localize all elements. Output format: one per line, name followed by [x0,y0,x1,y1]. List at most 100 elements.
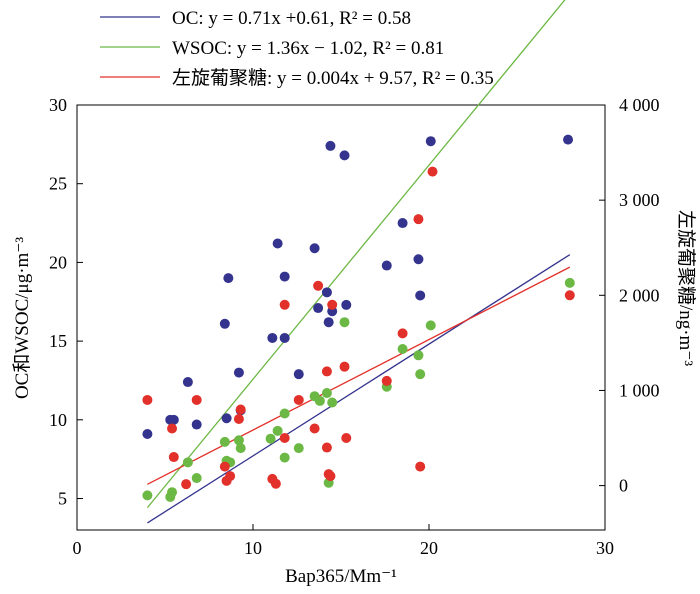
plot-frame [76,104,606,531]
levoglucosan-point [427,166,438,177]
levoglucosan-point [325,471,336,482]
levoglucosan-point [381,375,392,386]
oc-point [233,367,244,378]
oc-point [413,254,424,265]
y-right-axis-title: 左旋葡聚糖/ng·m⁻³ [675,210,697,366]
levoglucosan-point [235,404,246,415]
levoglucosan-point [309,423,320,434]
oc-point [142,428,153,439]
oc-point [309,243,320,254]
wsoc-point [235,443,246,454]
wsoc-point [293,443,304,454]
y-left-tick-label: 5 [58,489,67,509]
oc-point [267,332,278,343]
wsoc-point [339,317,350,328]
y-right-tick-label: 0 [619,476,628,496]
levoglucosan-point [397,328,408,339]
wsoc-point [191,473,202,484]
oc-point [168,414,179,425]
y-left-tick-label: 30 [49,95,67,115]
x-tick-label: 10 [244,538,262,558]
wsoc-point [167,487,178,498]
wsoc-point [327,397,338,408]
wsoc-point [425,320,436,331]
oc-point [182,377,193,388]
levoglucosan-point [327,299,338,310]
wsoc-point [413,350,424,361]
wsoc-point [219,436,230,447]
wsoc-point [279,408,290,419]
oc-point [279,271,290,282]
y-left-tick-label: 25 [49,174,67,194]
wsoc-point [182,457,193,468]
x-tick-label: 20 [420,538,438,558]
legend-levoglucosan-label: 左旋葡聚糖: y = 0.004x + 9.57, R² = 0.35 [172,67,494,89]
oc-point [313,303,324,314]
oc-point [425,136,436,147]
oc-point [223,273,234,284]
y-right-tick-label: 1 000 [619,380,660,400]
wsoc-fit-line [146,0,566,509]
oc-point [381,260,392,271]
legend: OC: y = 0.71x +0.61, R² = 0.58 WSOC: y =… [100,8,494,89]
levoglucosan-point [415,461,426,472]
y-left-tick-label: 15 [49,331,67,351]
levoglucosan-point [279,433,290,444]
oc-point [293,369,304,380]
levoglucosan-point [167,423,178,434]
legend-oc-label: OC: y = 0.71x +0.61, R² = 0.58 [172,8,411,29]
wsoc-point [265,433,276,444]
wsoc-point [314,395,325,406]
wsoc-point [233,435,244,446]
wsoc-point [272,425,283,436]
levoglucosan-point [321,442,332,453]
legend-wsoc-label: WSOC: y = 1.36x − 1.02, R² = 0.81 [172,38,444,59]
oc-point [339,150,350,161]
wsoc-point [279,452,290,463]
levoglucosan-point [142,394,153,405]
levoglucosan-point [293,394,304,405]
oc-point [563,134,574,145]
levoglucosan-point [270,478,281,489]
oc-point [272,238,283,249]
x-tick-label: 0 [73,538,82,558]
levoglucosan-point [341,433,352,444]
levoglucosan-point [279,299,290,310]
wsoc-point [142,490,153,501]
y-right-tick-label: 3 000 [619,190,660,210]
oc-point [279,332,290,343]
wsoc-point [321,388,332,399]
wsoc-point [397,343,408,354]
levoglucosan-point [339,361,350,372]
oc-point [415,290,426,301]
y-left-axis-title: OC和WSOC/μg·m⁻³ [11,237,33,399]
wsoc-point [564,277,575,288]
oc-point [219,318,230,329]
oc-point [397,218,408,229]
x-axis-title: Bap365/Mm⁻¹ [285,566,397,587]
levoglucosan-point [219,461,230,472]
fit-lines [146,0,571,524]
oc-point [323,317,334,328]
tick-group: 0 10 20 30 5 10 15 20 25 30 0 1 000 2 000 3 000 4 000 [49,95,660,558]
y-right-tick-label: 4 000 [619,95,660,115]
levoglucosan-point [313,280,324,291]
levoglucosan-point [564,290,575,301]
x-tick-label: 30 [596,538,614,558]
levoglucosan-point [191,394,202,405]
levoglucosan-point [233,413,244,424]
levoglucosan-point [321,366,332,377]
levoglucosan-fit-line [147,266,571,485]
oc-point [221,413,232,424]
y-right-tick-label: 2 000 [619,285,660,305]
oc-point [341,299,352,310]
oc-point [321,287,332,298]
levoglucosan-point [181,479,192,490]
levoglucosan-point [413,214,424,225]
oc-point [325,140,336,151]
data-points [142,134,575,502]
y-left-tick-label: 20 [49,252,67,272]
levoglucosan-point [225,471,236,482]
oc-fit-line [147,254,571,524]
